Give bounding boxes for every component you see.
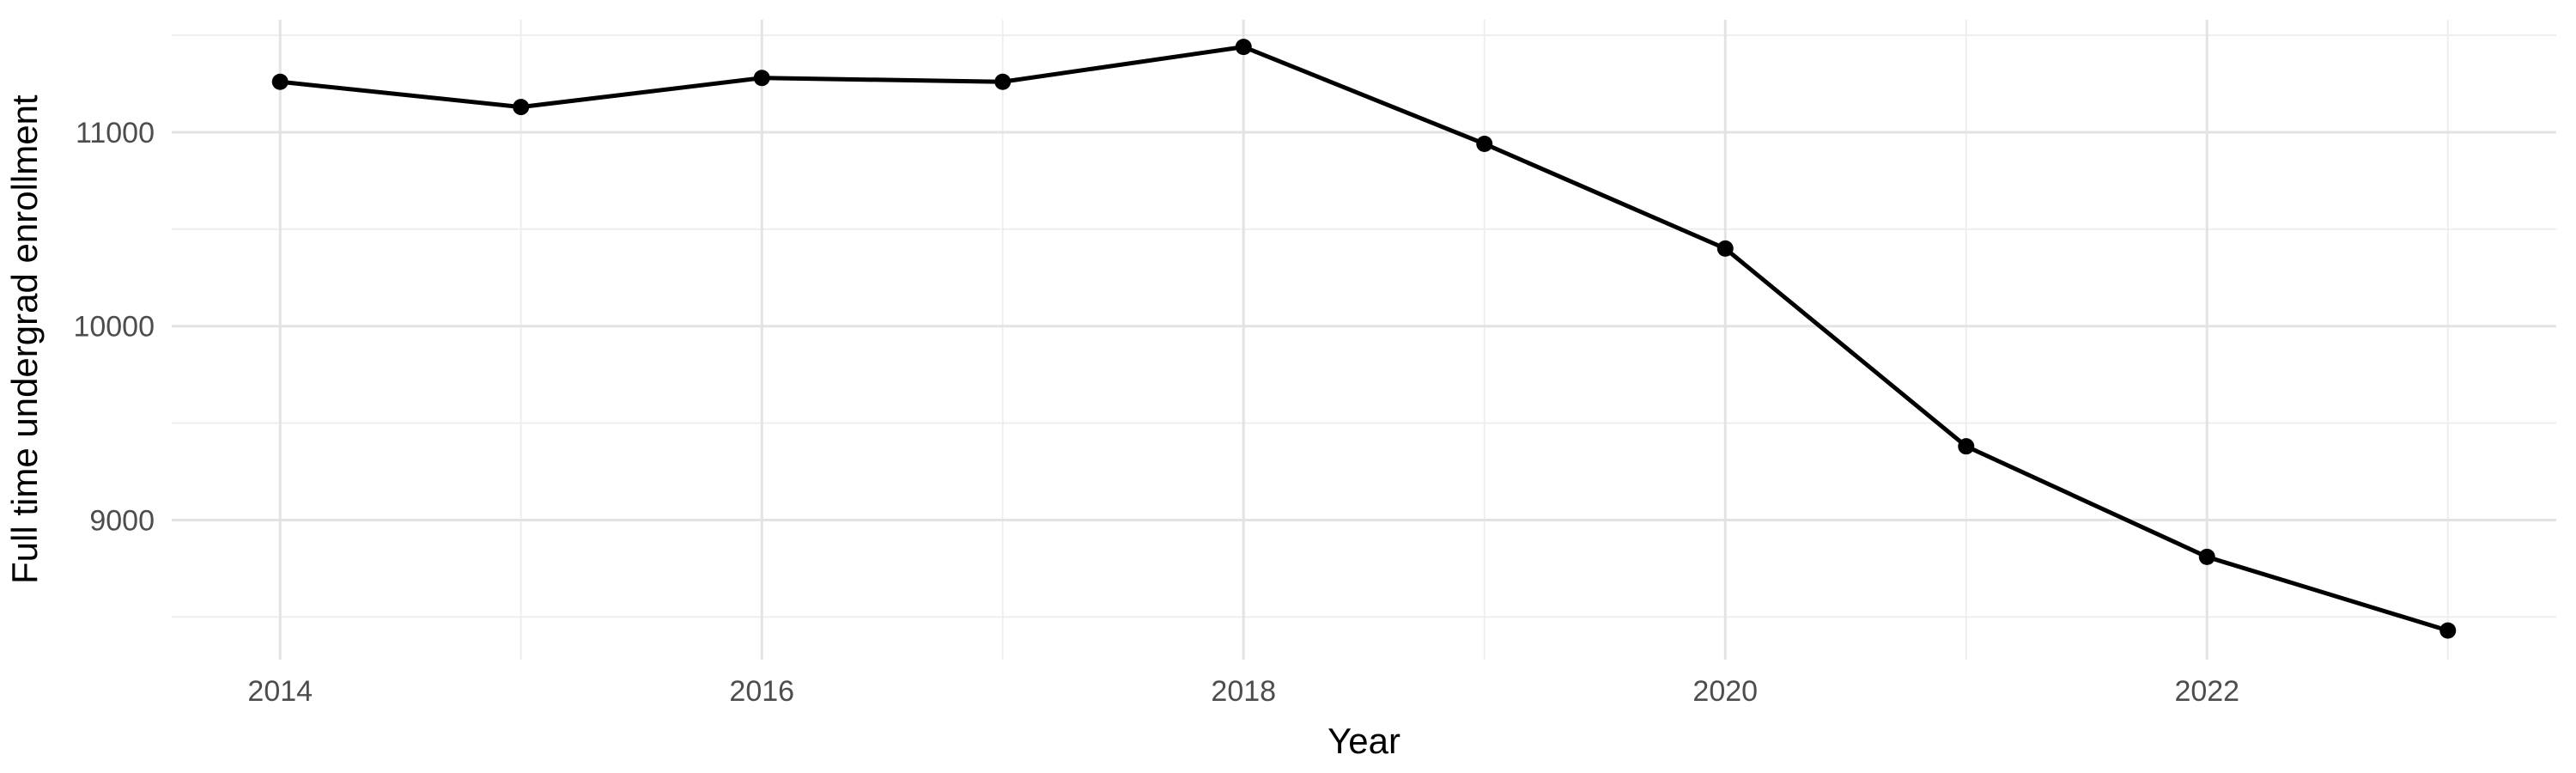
x-tick-label: 2020 [1692, 675, 1758, 708]
data-point [271, 73, 289, 90]
data-line [279, 45, 2449, 633]
data-point [1716, 240, 1734, 257]
x-tick-label: 2016 [729, 675, 794, 708]
y-tick-label: 9000 [89, 504, 155, 537]
x-axis-title: Year [1327, 721, 1400, 761]
data-point [2198, 548, 2215, 565]
y-tick-label: 11000 [76, 117, 155, 149]
y-tick-label: 10000 [73, 311, 155, 344]
y-axis-title: Full time undergrad enrollment [4, 94, 45, 585]
x-tick-label: 2018 [1211, 675, 1276, 708]
data-point [1958, 438, 1975, 455]
x-tick-label: 2014 [247, 675, 313, 708]
data-point [753, 70, 770, 87]
data-point [2439, 622, 2457, 639]
data-point [994, 73, 1012, 90]
data-point [1476, 135, 1493, 152]
x-tick-label: 2022 [2174, 675, 2239, 708]
data-point [1235, 39, 1252, 56]
data-point [513, 99, 530, 116]
